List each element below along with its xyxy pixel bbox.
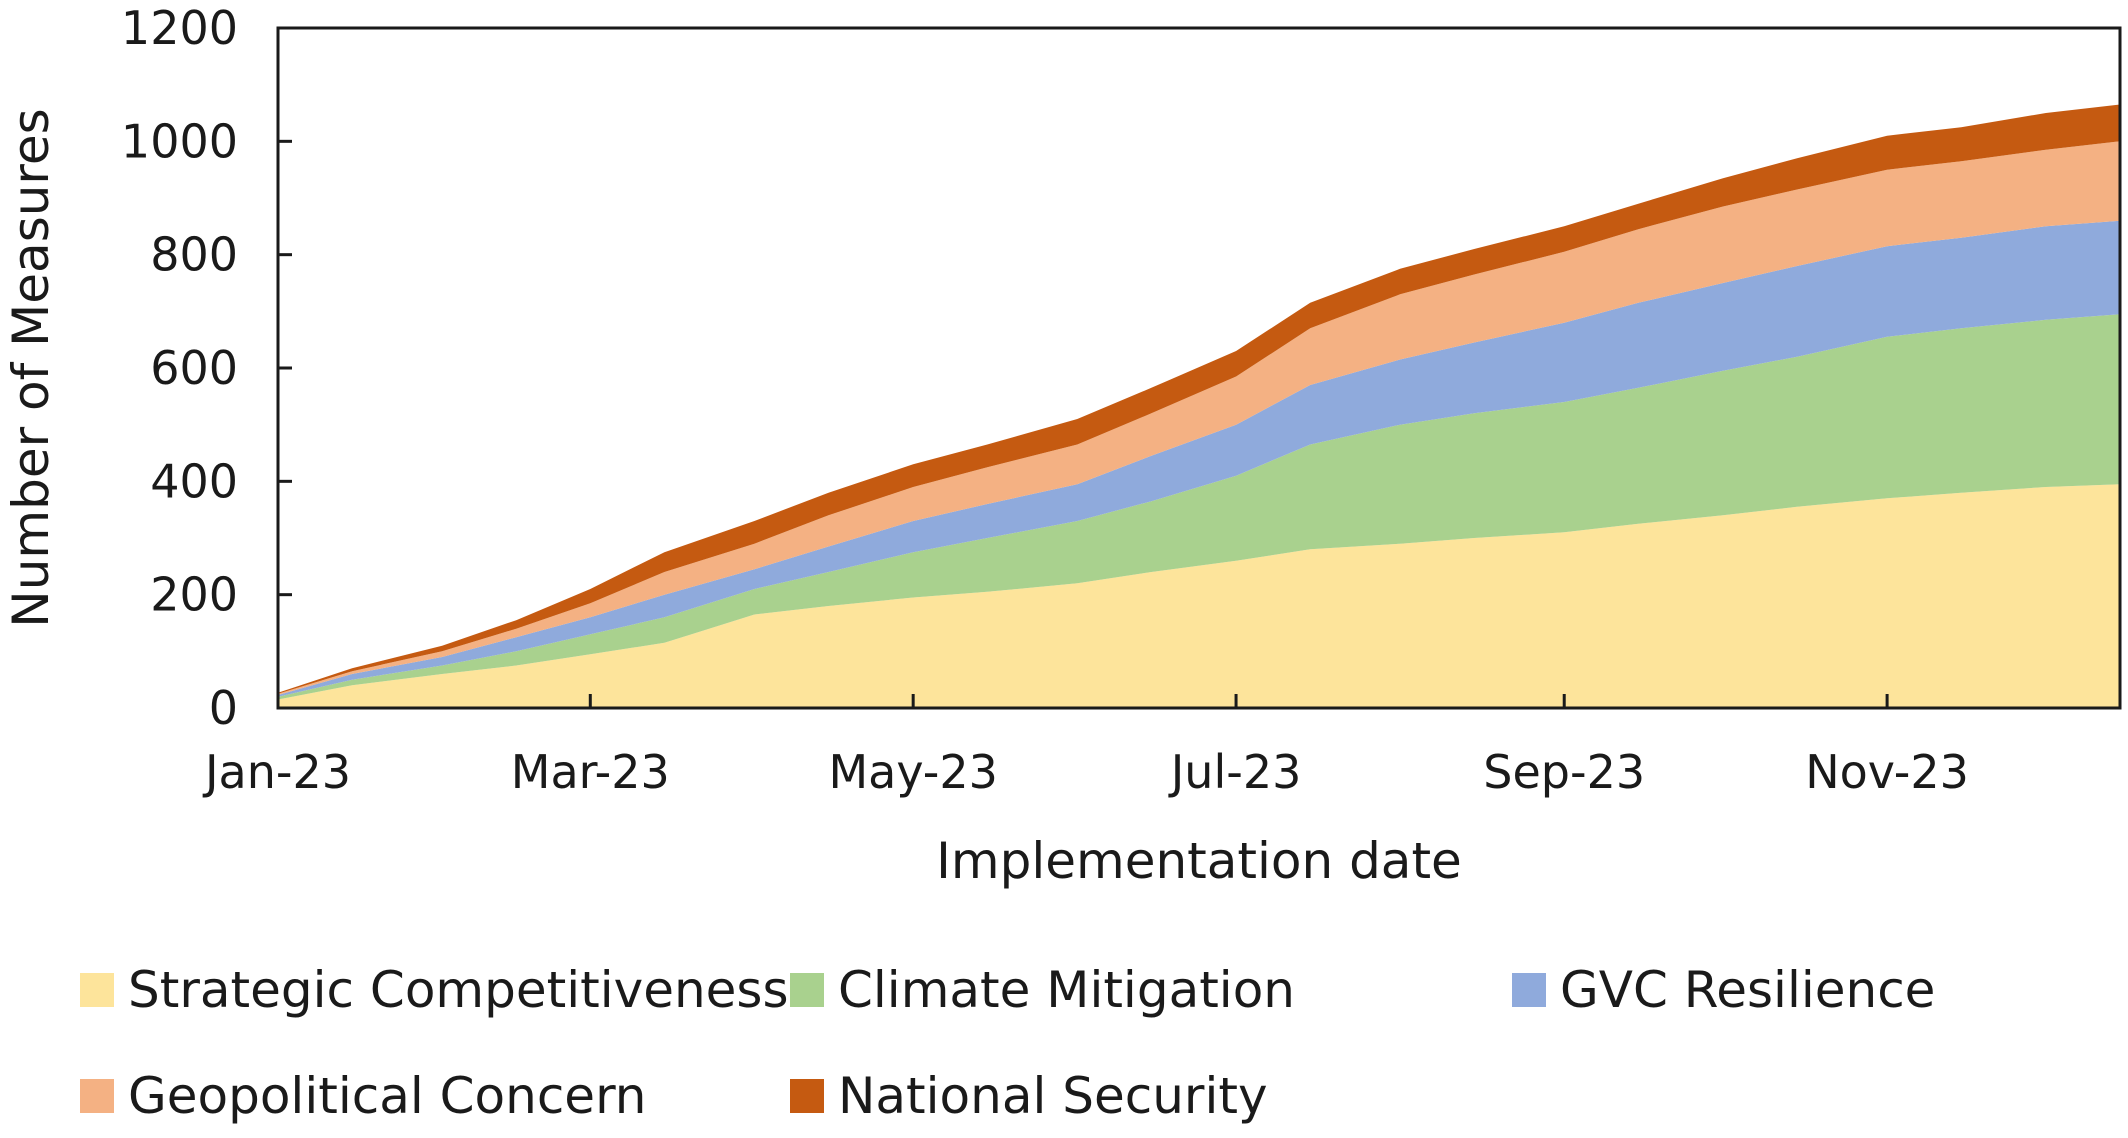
x-tick-label: May-23 — [828, 745, 997, 799]
x-axis: Jan-23 Mar-23 May-23 Jul-23 Sep-23 Nov-23 — [202, 694, 1969, 799]
y-tick-label: 600 — [150, 341, 238, 395]
y-tick-label: 800 — [150, 228, 238, 282]
legend-swatch — [80, 1079, 114, 1113]
legend-label: National Security — [838, 1067, 1268, 1125]
y-tick-label: 1200 — [121, 1, 238, 55]
legend-item: Strategic Competitiveness — [80, 960, 789, 1020]
y-tick-label: 400 — [150, 454, 238, 508]
legend-swatch — [790, 973, 824, 1007]
legend-label: Geopolitical Concern — [128, 1067, 647, 1125]
x-tick-label: Jul-23 — [1168, 745, 1302, 799]
legend-label: GVC Resilience — [1560, 961, 1936, 1019]
y-tick-label: 0 — [209, 681, 238, 735]
legend-label: Climate Mitigation — [838, 961, 1295, 1019]
legend-item: Geopolitical Concern — [80, 1066, 646, 1126]
legend-label: Strategic Competitiveness — [128, 961, 789, 1019]
y-axis-title: Number of Measures — [2, 108, 60, 627]
x-tick-label: Nov-23 — [1805, 745, 1969, 799]
legend-item: Climate Mitigation — [790, 960, 1295, 1020]
legend-item: National Security — [790, 1066, 1268, 1126]
x-tick-label: Sep-23 — [1483, 745, 1645, 799]
x-axis-title: Implementation date — [936, 832, 1462, 890]
y-tick-label: 1000 — [121, 114, 238, 168]
area-series-0 — [278, 484, 2120, 708]
area-series-2 — [278, 220, 2120, 697]
legend-swatch — [80, 973, 114, 1007]
area-series-4 — [278, 104, 2120, 694]
y-axis: 0 200 400 600 800 1000 1200 — [121, 1, 292, 735]
area-series-3 — [278, 141, 2120, 696]
legend-item: GVC Resilience — [1512, 960, 1935, 1020]
x-tick-label: Jan-23 — [202, 745, 351, 799]
x-tick-label: Mar-23 — [511, 745, 670, 799]
series-areas — [278, 104, 2120, 708]
y-tick-label: 200 — [150, 568, 238, 622]
legend-swatch — [1512, 973, 1546, 1007]
stacked-area-chart: 0 200 400 600 800 1000 1200 Jan-23 Mar-23 May-23… — [2, 1, 2122, 890]
legend-swatch — [790, 1079, 824, 1113]
area-series-1 — [278, 314, 2120, 700]
